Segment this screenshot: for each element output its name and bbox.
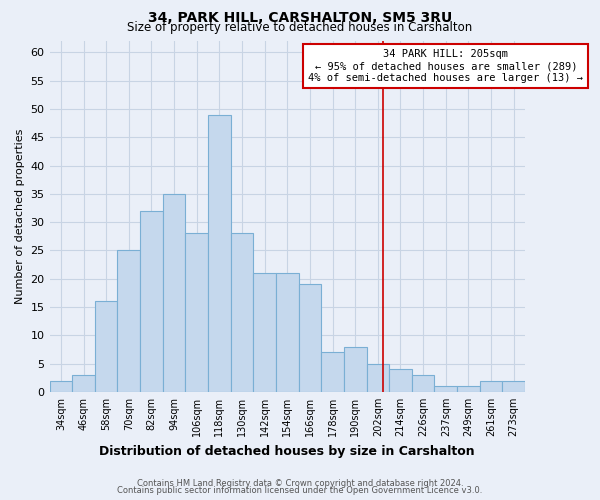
Bar [118,250,140,392]
X-axis label: Distribution of detached houses by size in Carshalton: Distribution of detached houses by size … [100,444,475,458]
Text: Contains HM Land Registry data © Crown copyright and database right 2024.: Contains HM Land Registry data © Crown c… [137,478,463,488]
Bar [412,375,434,392]
Text: Size of property relative to detached houses in Carshalton: Size of property relative to detached ho… [127,22,473,35]
Bar [321,352,344,392]
Bar [253,273,276,392]
Bar [434,386,457,392]
Bar [50,380,72,392]
Bar [140,211,163,392]
Bar [389,370,412,392]
Bar [480,380,502,392]
Bar [367,364,389,392]
Bar [72,375,95,392]
Bar [344,346,367,392]
Bar [457,386,480,392]
Bar [95,302,118,392]
Bar [276,273,299,392]
Bar [299,284,321,392]
Bar [208,114,230,392]
Bar [185,234,208,392]
Text: 34 PARK HILL: 205sqm
← 95% of detached houses are smaller (289)
4% of semi-detac: 34 PARK HILL: 205sqm ← 95% of detached h… [308,50,583,82]
Y-axis label: Number of detached properties: Number of detached properties [15,129,25,304]
Bar [502,380,525,392]
Bar [163,194,185,392]
Bar [230,234,253,392]
Text: 34, PARK HILL, CARSHALTON, SM5 3RU: 34, PARK HILL, CARSHALTON, SM5 3RU [148,11,452,25]
Text: Contains public sector information licensed under the Open Government Licence v3: Contains public sector information licen… [118,486,482,495]
